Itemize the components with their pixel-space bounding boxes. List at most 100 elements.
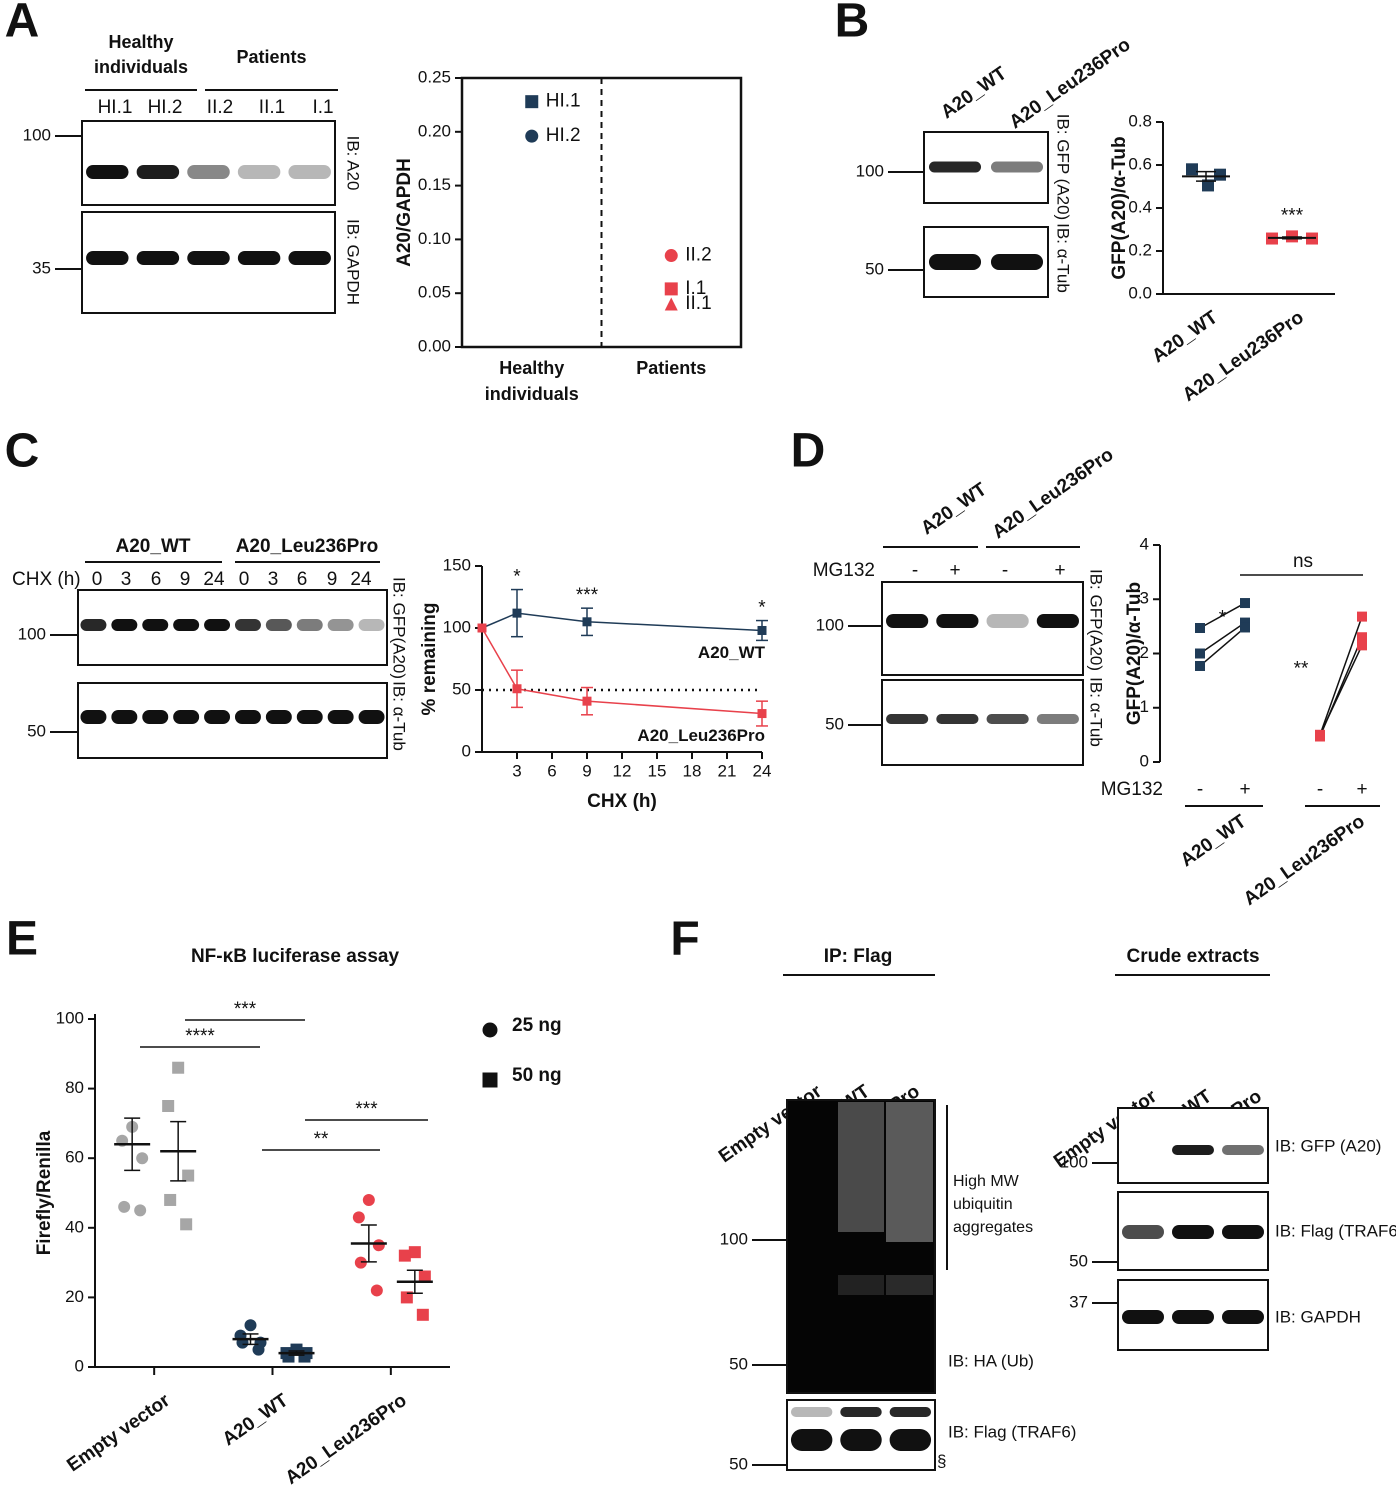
data-point <box>1186 163 1198 176</box>
data-point <box>182 1169 195 1182</box>
x-category-label: A20_WT <box>219 1390 293 1450</box>
blot-band <box>327 619 354 631</box>
blot-band <box>1222 1225 1264 1239</box>
blot-band <box>234 710 261 724</box>
x-tick-label: 24 <box>753 761 772 780</box>
point-label: I.1 <box>685 278 706 299</box>
blot-band <box>886 614 929 628</box>
blot-band <box>358 619 385 631</box>
data-point <box>512 684 522 694</box>
section-title: Crude extracts <box>1126 946 1259 967</box>
row-label: MG132 <box>1101 779 1163 800</box>
y-tick-label: 0.10 <box>418 229 451 248</box>
mw-marker: 35 <box>32 258 51 277</box>
data-point <box>180 1218 193 1231</box>
blot-band <box>204 619 231 631</box>
y-axis-title: % remaining <box>419 603 440 716</box>
y-tick-label: 0.20 <box>418 121 451 140</box>
y-tick-label: 0.00 <box>418 336 451 355</box>
blot-band <box>86 165 129 179</box>
blot-band <box>173 619 200 631</box>
x-tick-label: 15 <box>648 761 667 780</box>
x-tick-label: 12 <box>613 761 632 780</box>
x-category-label: Healthy individuals <box>484 358 579 404</box>
y-tick-label: 2 <box>1140 643 1149 662</box>
y-tick-label: 80 <box>65 1078 84 1097</box>
mw-marker: 100 <box>720 1229 748 1248</box>
lane-label: A20_WT <box>937 63 1011 123</box>
mw-marker: 100 <box>18 624 46 643</box>
data-point <box>525 129 539 143</box>
lane-label: II.2 <box>207 97 233 118</box>
antibody-label: IB: HA (Ub) <box>948 1351 1034 1370</box>
significance: * <box>1219 607 1227 628</box>
blot-band <box>204 710 231 724</box>
blot-band <box>288 165 331 179</box>
blot-band <box>136 251 180 265</box>
lane-label: A20_Leu236Pro <box>989 444 1118 543</box>
blot-band <box>111 710 138 724</box>
legend-label: 25 ng <box>512 1015 562 1036</box>
y-tick-label: 100 <box>56 1008 84 1027</box>
data-point <box>582 617 592 627</box>
blot-band <box>936 614 979 628</box>
y-tick-label: 0.8 <box>1128 111 1152 130</box>
data-point <box>372 1239 385 1252</box>
blot-band <box>790 1407 833 1417</box>
x-tick-label: - <box>1317 779 1323 800</box>
data-point <box>664 297 678 311</box>
mw-marker: 50 <box>1069 1251 1088 1270</box>
significance: *** <box>576 585 599 606</box>
data-point <box>172 1061 185 1074</box>
blot-band <box>986 714 1029 724</box>
blot-band <box>234 619 261 631</box>
data-point <box>1195 660 1205 671</box>
lane-label: 0 <box>92 569 103 590</box>
blot-band <box>80 619 107 631</box>
data-point <box>362 1193 375 1206</box>
blot-band <box>237 251 281 265</box>
lane-label: 9 <box>180 569 191 590</box>
data-point <box>162 1100 175 1112</box>
antibody-label: IB: Flag (TRAF6) <box>948 1422 1076 1441</box>
antibody-label: IB: α-Tub <box>1087 677 1106 747</box>
blot-band <box>928 254 982 270</box>
blot-band <box>358 710 385 724</box>
data-point <box>1240 598 1250 609</box>
data-point <box>164 1193 177 1206</box>
lane-label: HI.1 <box>98 97 133 118</box>
blot-band <box>986 614 1029 628</box>
blot-smear <box>886 1102 933 1242</box>
lane-label: 6 <box>297 569 308 590</box>
blot-membrane <box>881 581 1084 676</box>
footnote: § <box>937 1451 946 1470</box>
series-line <box>481 627 763 715</box>
group-label: A20_WT <box>116 536 191 557</box>
x-tick-label: 6 <box>547 761 556 780</box>
y-tick-label: 0.6 <box>1128 154 1152 173</box>
lane-label: 24 <box>203 569 225 590</box>
data-point <box>757 625 767 635</box>
blot-band <box>889 1429 932 1451</box>
blot-membrane <box>786 1399 936 1471</box>
series-line <box>481 612 763 632</box>
lane-label: HI.2 <box>148 97 183 118</box>
mw-marker: 100 <box>856 161 884 180</box>
x-tick-label: + <box>1239 779 1250 800</box>
mw-marker: 50 <box>729 1354 748 1373</box>
pair-line <box>1319 645 1363 736</box>
y-tick-label: 0.15 <box>418 175 451 194</box>
section-title: IP: Flag <box>824 946 893 967</box>
group-label: A20_Leu236Pro <box>236 536 379 557</box>
data-point <box>400 1291 413 1304</box>
blot-band <box>187 165 230 179</box>
antibody-label: IB: A20 <box>344 136 363 191</box>
blot-membrane <box>81 120 336 206</box>
lane-label: 24 <box>350 569 372 590</box>
y-axis-title: GFP(A20)/α-Tub <box>1109 136 1130 279</box>
y-tick-label: 0 <box>462 741 471 760</box>
x-tick-label: 9 <box>582 761 591 780</box>
data-point <box>757 709 767 719</box>
x-category-label-box: Patients <box>636 358 706 378</box>
data-point <box>664 282 678 296</box>
